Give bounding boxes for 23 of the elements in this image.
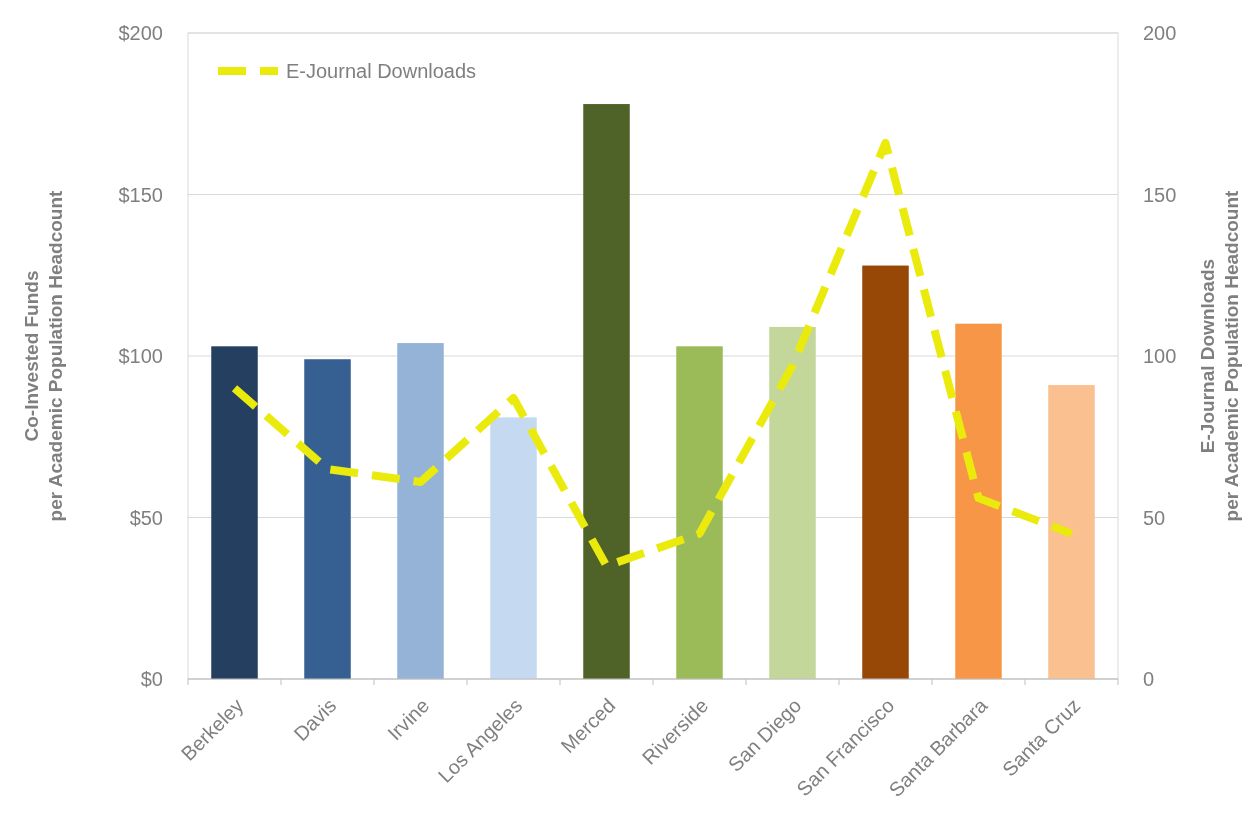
bar xyxy=(676,346,723,679)
bar xyxy=(490,417,537,679)
legend-label: E-Journal Downloads xyxy=(286,60,477,82)
y-tick-label: $200 xyxy=(118,22,163,44)
bar xyxy=(862,265,909,679)
y-tick-label: $150 xyxy=(118,183,163,206)
y-axis-title: Co-Invested Funds per Academic Population Headcount xyxy=(21,189,66,522)
bar xyxy=(955,323,1002,679)
bar xyxy=(583,104,630,679)
y2-tick-label: 150 xyxy=(1143,183,1177,206)
bar xyxy=(211,346,258,679)
bar xyxy=(1048,385,1095,679)
bar xyxy=(304,359,351,679)
y2-tick-label: 200 xyxy=(1143,22,1177,44)
y-tick-label: $0 xyxy=(140,668,163,690)
y2-tick-label: 0 xyxy=(1143,668,1155,690)
bar xyxy=(397,343,444,679)
y2-tick-label: 50 xyxy=(1143,506,1166,529)
bar xyxy=(769,326,816,679)
y-tick-label: $50 xyxy=(129,506,163,529)
y2-axis-title: E-Journal Downloads per Academic Population Headcount xyxy=(1197,189,1242,522)
y2-tick-label: 100 xyxy=(1143,345,1177,367)
y-tick-label: $100 xyxy=(118,345,163,367)
